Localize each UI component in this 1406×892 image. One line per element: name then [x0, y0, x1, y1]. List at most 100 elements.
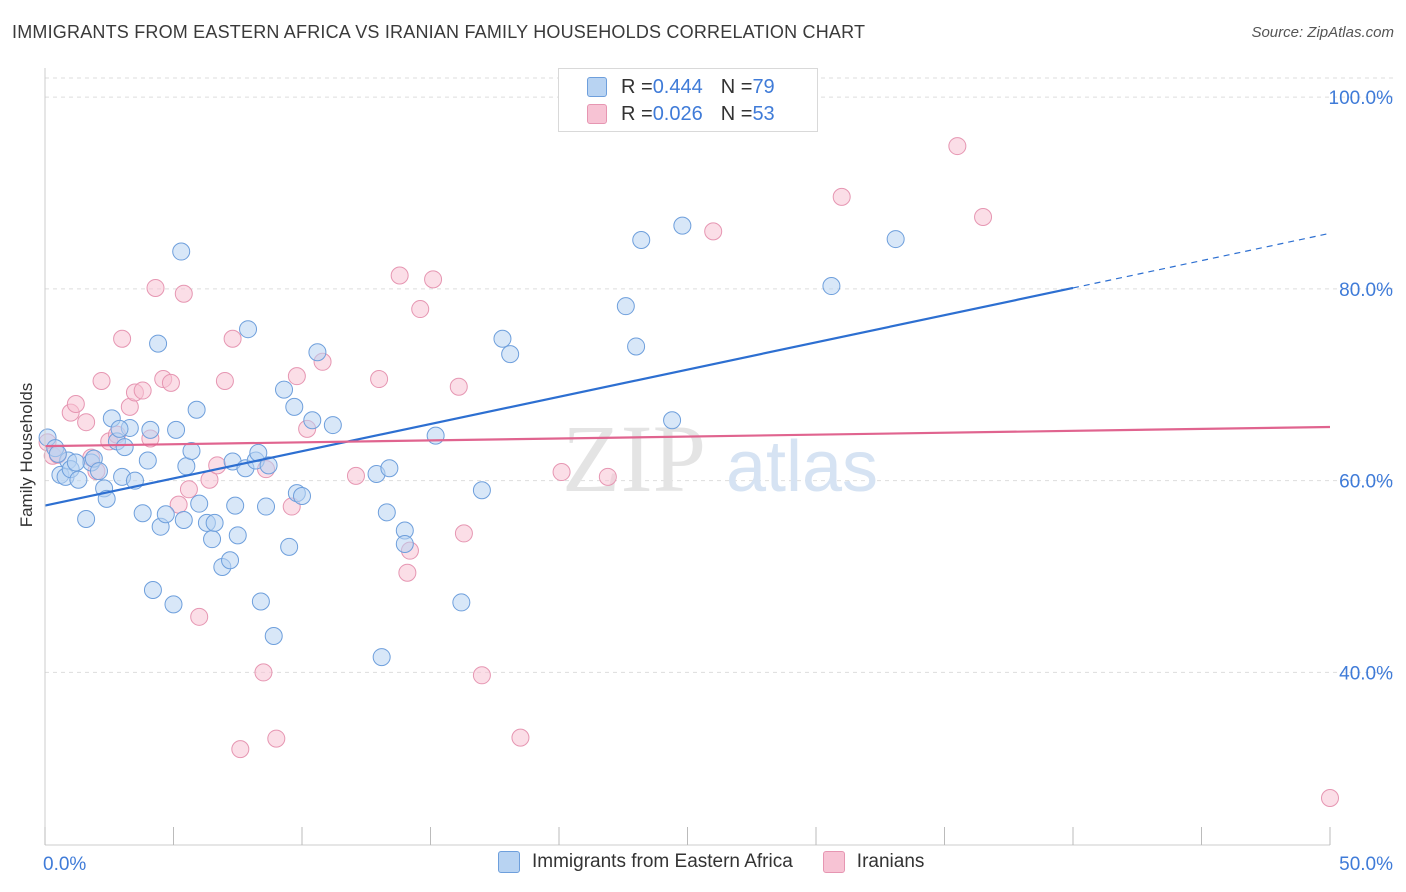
data-point-eastern-africa: [323, 416, 342, 435]
x-tick-label: 0.0%: [43, 854, 86, 875]
grid: [45, 77, 1393, 673]
data-point-iranians: [174, 284, 193, 303]
watermark: ZIP atlas: [562, 405, 878, 512]
data-point-eastern-africa: [663, 411, 682, 430]
legend-label-eastern-africa: Immigrants from Eastern Africa: [532, 851, 793, 872]
data-point-iranians: [598, 467, 617, 486]
data-point-eastern-africa: [69, 470, 88, 489]
data-point-iranians: [454, 524, 473, 543]
data-point-iranians: [424, 270, 443, 289]
data-point-eastern-africa: [501, 345, 520, 364]
data-point-iranians: [472, 666, 491, 685]
data-point-iranians: [511, 728, 530, 747]
data-point-iranians: [223, 329, 242, 348]
data-point-iranians: [449, 377, 468, 396]
legend-n-value-pink: 53: [752, 102, 775, 125]
data-point-eastern-africa: [221, 551, 240, 570]
data-point-iranians: [254, 663, 273, 682]
legend-r-label: R =: [621, 102, 653, 125]
data-point-iranians: [161, 373, 180, 392]
data-point-iranians: [146, 278, 165, 297]
watermark-zip: ZIP: [562, 405, 706, 512]
data-point-eastern-africa: [627, 337, 646, 356]
data-point-eastern-africa: [97, 489, 116, 508]
data-point-eastern-africa: [143, 580, 162, 599]
chart-title: IMMIGRANTS FROM EASTERN AFRICA VS IRANIA…: [12, 22, 866, 42]
legend-swatch-eastern-africa: [498, 851, 520, 873]
data-point-iranians: [411, 300, 430, 319]
legend-n-label: N =: [720, 102, 753, 125]
trend-line-iranians: [44, 425, 1331, 448]
data-point-eastern-africa: [886, 230, 905, 249]
data-point-eastern-africa: [616, 297, 635, 316]
legend-r-value-pink: 0.026: [652, 102, 703, 125]
y-tick-label: 40.0%: [1339, 663, 1393, 684]
data-point-eastern-africa: [141, 420, 160, 439]
y-tick-label: 60.0%: [1339, 472, 1393, 493]
data-point-iranians: [287, 367, 306, 386]
data-point-eastern-africa: [308, 343, 327, 362]
data-point-eastern-africa: [285, 397, 304, 416]
data-point-eastern-africa: [89, 462, 108, 481]
data-point-eastern-africa: [493, 329, 512, 348]
legend-item-iranians: Iranians: [822, 851, 925, 873]
legend-r-value-blue: 0.444: [652, 75, 703, 98]
y-tick-label: 80.0%: [1339, 280, 1393, 301]
data-point-eastern-africa: [110, 419, 129, 438]
data-point-iranians: [77, 413, 96, 432]
data-point-iranians: [346, 466, 365, 485]
data-point-eastern-africa: [228, 526, 247, 545]
data-point-eastern-africa: [377, 503, 396, 522]
axes: 40.0% 60.0% 80.0% 100.0% 0.0% 50.0%: [43, 68, 1393, 875]
data-point-iranians: [704, 222, 723, 241]
series-legend: Immigrants from Eastern Africa Iranians: [498, 851, 954, 873]
watermark-atlas: atlas: [726, 427, 878, 507]
trend-extension-eastern-africa: [1072, 232, 1331, 289]
legend-n-value-blue: 79: [752, 75, 775, 98]
data-point-eastern-africa: [822, 277, 841, 296]
source-label: Source: ZipAtlas.com: [1251, 24, 1394, 41]
data-point-eastern-africa: [264, 626, 283, 645]
data-point-eastern-africa: [259, 456, 278, 475]
data-point-eastern-africa: [257, 497, 276, 516]
data-point-eastern-africa: [632, 231, 651, 250]
data-point-iranians: [398, 563, 417, 582]
data-point-iranians: [948, 137, 967, 156]
data-point-iranians: [92, 371, 111, 390]
data-point-eastern-africa: [251, 592, 270, 611]
legend-n-label: N =: [720, 75, 753, 98]
legend-swatch-blue: [587, 77, 607, 97]
data-point-iranians: [1321, 789, 1339, 808]
data-point-eastern-africa: [133, 504, 152, 523]
data-point-eastern-africa: [167, 420, 186, 439]
data-point-eastern-africa: [280, 537, 299, 556]
trend-line-eastern-africa: [44, 286, 1074, 507]
data-point-eastern-africa: [239, 320, 258, 339]
legend-label-iranians: Iranians: [856, 851, 925, 872]
data-point-eastern-africa: [187, 400, 206, 419]
data-point-eastern-africa: [156, 505, 175, 524]
legend-r-label: R =: [621, 75, 653, 98]
data-point-iranians: [215, 371, 234, 390]
data-point-eastern-africa: [372, 648, 391, 667]
trend-lines: [44, 232, 1331, 507]
data-point-eastern-africa: [138, 451, 157, 470]
data-point-iranians: [231, 740, 250, 759]
data-point-iranians: [113, 329, 132, 348]
data-point-eastern-africa: [673, 216, 692, 235]
data-point-eastern-africa: [149, 334, 168, 353]
data-point-iranians: [179, 480, 198, 499]
data-point-iranians: [552, 463, 571, 482]
data-point-eastern-africa: [177, 457, 196, 476]
data-point-iranians: [133, 381, 152, 400]
data-point-eastern-africa: [395, 534, 414, 553]
data-point-eastern-africa: [203, 530, 222, 549]
data-point-iranians: [832, 187, 851, 206]
x-tick-label: 50.0%: [1339, 854, 1393, 875]
y-tick-label: 100.0%: [1329, 88, 1394, 109]
legend-row-blue: R = 0.444 N = 79: [587, 75, 775, 99]
y-axis-title: Family Households: [17, 382, 36, 528]
data-point-eastern-africa: [164, 595, 183, 614]
data-point-eastern-africa: [77, 510, 96, 529]
legend-swatch-pink: [587, 104, 607, 124]
